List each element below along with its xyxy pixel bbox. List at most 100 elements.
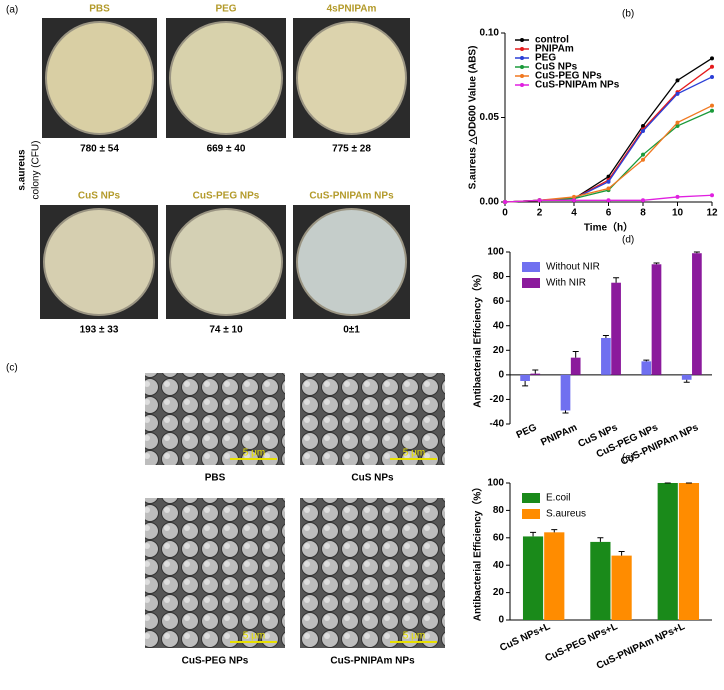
error-bar [562, 410, 569, 414]
marker [606, 179, 611, 184]
petri-dish [296, 21, 407, 135]
marker [641, 198, 645, 203]
error-bar [613, 277, 620, 283]
scale-label: 5 μm [243, 448, 265, 459]
panel-label: (b) [622, 9, 634, 20]
x-tick-label: CuS NPs+L [498, 621, 552, 654]
legend-marker [520, 56, 524, 60]
marker [641, 157, 645, 162]
marker [606, 186, 611, 191]
marker [710, 64, 714, 69]
x-axis-label: Time（h） [584, 221, 633, 234]
marker [641, 123, 645, 128]
panel-label: (d) [622, 235, 634, 246]
error-bar [693, 251, 700, 254]
image-label: CuS-PNIPAm NPs [330, 656, 415, 667]
y-tick-label: 80 [493, 271, 505, 282]
y-label: s.aureus [17, 149, 28, 191]
legend-marker [520, 38, 524, 42]
plate-label: PEG [215, 4, 236, 15]
marker [641, 152, 645, 157]
y-axis-label: Antibacterial Efficiency（%） [471, 482, 484, 621]
petri-dish [296, 208, 407, 316]
marker [675, 91, 680, 96]
scale-label: 5 μm [403, 448, 425, 459]
plate-label: 4sPNIPAm [327, 4, 377, 15]
legend-marker [520, 74, 524, 78]
marker [710, 193, 714, 198]
legend-swatch [522, 262, 540, 272]
legend-label: PEG [535, 53, 556, 64]
marker [606, 198, 611, 203]
marker [572, 194, 576, 199]
legend-swatch [522, 509, 540, 519]
legend-swatch [522, 493, 540, 503]
sem-image [300, 373, 445, 465]
error-bar [530, 531, 537, 537]
y-tick-label: 0.05 [480, 112, 500, 123]
panel-label: (a) [6, 5, 18, 16]
error-bar [522, 381, 529, 387]
y-tick-label: 100 [487, 478, 504, 489]
bar [520, 374, 530, 381]
x-tick-label: PNIPAm [539, 422, 579, 448]
panel-label: (e) [622, 453, 634, 464]
error-bar [618, 551, 625, 556]
x-tick-label: 10 [672, 208, 684, 219]
y-tick-label: 0.00 [480, 197, 500, 208]
colony-count: 74 ± 10 [209, 325, 243, 336]
marker [710, 56, 714, 61]
x-tick-label: 2 [537, 208, 543, 219]
legend-label: CuS-PNIPAm NPs [535, 80, 620, 91]
x-tick-label: 4 [571, 208, 577, 219]
y-tick-label: 20 [493, 345, 505, 356]
marker [710, 103, 714, 108]
bar [590, 541, 611, 620]
bar [601, 338, 611, 375]
x-tick-label: PEG [515, 422, 539, 441]
y-tick-label: 0 [498, 615, 504, 626]
bar [570, 357, 581, 375]
legend-label: CuS-PEG NPs [535, 71, 602, 82]
petri-dish [169, 208, 283, 316]
bar [544, 532, 565, 620]
marker [537, 198, 542, 203]
y-tick-label: 0 [498, 369, 504, 380]
image-label: CuS-PEG NPs [182, 656, 249, 667]
marker [675, 194, 680, 199]
scale-label: 5 μm [243, 631, 265, 642]
y-tick-label: -40 [490, 419, 505, 430]
marker [710, 74, 714, 79]
error-bar [551, 529, 558, 533]
y-tick-label: 60 [493, 296, 505, 307]
bar [530, 373, 541, 375]
bar [611, 555, 632, 620]
y-tick-label: 20 [493, 587, 505, 598]
legend-label: CuS NPs [535, 62, 578, 73]
legend-label: control [535, 35, 569, 46]
bar [692, 253, 702, 375]
panel-label: (c) [6, 363, 18, 374]
x-tick-label: 0 [502, 208, 508, 219]
colony-count: 780 ± 54 [80, 144, 119, 155]
error-bar [602, 335, 609, 338]
x-tick-label: 8 [640, 208, 646, 219]
y-tick-label: 40 [493, 560, 505, 571]
marker [641, 129, 645, 134]
y-tick-label: 60 [493, 532, 505, 543]
x-tick-label: 6 [606, 208, 612, 219]
sem-image [145, 373, 285, 465]
petri-dish [43, 208, 155, 316]
legend-label: S.aureus [546, 509, 586, 520]
bar [657, 483, 678, 620]
error-bar [532, 369, 539, 374]
y-tick-label: -20 [490, 394, 505, 405]
legend-label: Without NIR [546, 262, 600, 273]
error-bar [653, 262, 660, 265]
marker [572, 198, 576, 203]
error-bar [683, 379, 690, 383]
y-axis-label: S.aureus △OD600 Value (ABS) [468, 46, 479, 190]
y-tick-label: 100 [487, 247, 504, 258]
legend-label: PNIPAm [535, 44, 574, 55]
